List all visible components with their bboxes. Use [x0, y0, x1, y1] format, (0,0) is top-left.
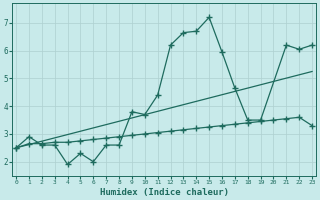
X-axis label: Humidex (Indice chaleur): Humidex (Indice chaleur)	[100, 188, 228, 197]
